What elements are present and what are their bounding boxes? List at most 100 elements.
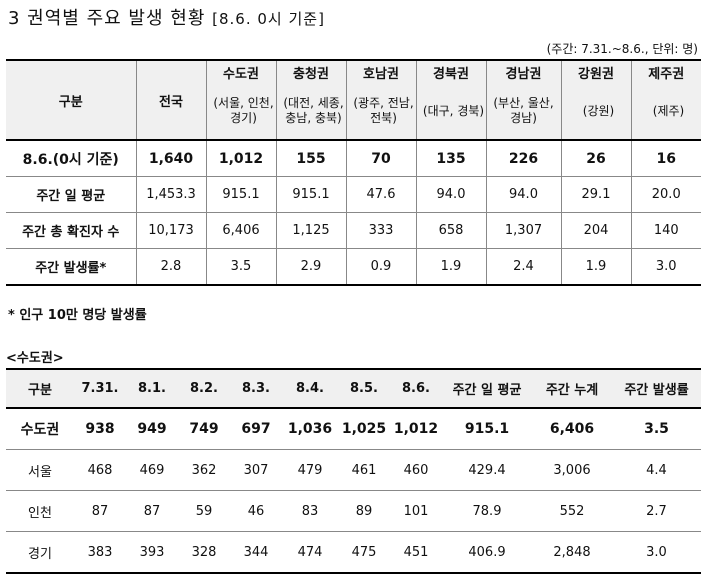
- cell: 78.9: [442, 490, 532, 532]
- cell: 89: [338, 490, 390, 532]
- cell: 140: [630, 212, 701, 249]
- row-label: 서울: [6, 449, 74, 491]
- cell: 362: [178, 449, 230, 491]
- t1-region-subheader: (강원): [560, 83, 631, 140]
- cell: 16: [630, 139, 701, 177]
- cell: 10,173: [135, 212, 206, 249]
- row-label: 주간 일 평균: [6, 176, 136, 213]
- t1-region-header: 호남권: [345, 60, 416, 83]
- cell: 552: [532, 490, 612, 532]
- row-label: 인천: [6, 490, 74, 532]
- cell: 3.5: [612, 407, 701, 450]
- cell: 344: [230, 531, 282, 573]
- cell: 226: [485, 139, 561, 177]
- cell: 2,848: [532, 531, 612, 573]
- t2-header: 8.4.: [282, 369, 338, 409]
- t1-region-subheader: (대구, 경북): [415, 83, 486, 140]
- cell: 1.9: [415, 248, 486, 285]
- t1-region-header: 제주권: [630, 60, 701, 83]
- t1-region-header: 수도권: [205, 60, 276, 83]
- cell: 429.4: [442, 449, 532, 491]
- cell: 2.4: [485, 248, 561, 285]
- cell: 479: [282, 449, 338, 491]
- cell: 915.1: [205, 176, 276, 213]
- title-sub: [8.6. 0시 기준]: [212, 10, 325, 28]
- cell: 87: [126, 490, 178, 532]
- table-row: 주간 발생률* 2.8 3.5 2.9 0.9 1.9 2.4 1.9 3.0: [6, 248, 701, 285]
- cell: 393: [126, 531, 178, 573]
- cell: 94.0: [415, 176, 486, 213]
- table-row: 경기 383 393 328 344 474 475 451 406.9 2,8…: [6, 531, 701, 573]
- cell: 1,453.3: [135, 176, 206, 213]
- cell: 204: [560, 212, 631, 249]
- t1-region-subheader: (광주, 전남, 전북): [345, 83, 416, 140]
- cell: 1,125: [275, 212, 346, 249]
- t1-region-subheader: (대전, 세종, 충남, 충북): [275, 83, 346, 140]
- cell: 1,025: [338, 407, 390, 450]
- row-label: 8.6.(0시 기준): [6, 139, 136, 177]
- row-label: 수도권: [6, 407, 74, 450]
- cell: 460: [390, 449, 442, 491]
- t2-header: 8.5.: [338, 369, 390, 409]
- cell: 1.9: [560, 248, 631, 285]
- region-summary-table: 구분 전국 수도권 충청권 호남권 경북권 경남권 강원권 제주권 (서울, 인…: [6, 59, 701, 286]
- cell: 46: [230, 490, 282, 532]
- cell: 307: [230, 449, 282, 491]
- row-label: 경기: [6, 531, 74, 573]
- t2-header: 8.3.: [230, 369, 282, 409]
- t1-region-subheader: (부산, 울산, 경남): [485, 83, 561, 140]
- cell: 333: [345, 212, 416, 249]
- cell: 461: [338, 449, 390, 491]
- t2-header: 8.2.: [178, 369, 230, 409]
- cell: 468: [74, 449, 126, 491]
- cell: 3,006: [532, 449, 612, 491]
- cell: 29.1: [560, 176, 631, 213]
- cell: 915.1: [442, 407, 532, 450]
- t2-header: 7.31.: [74, 369, 126, 409]
- cell: 3.0: [612, 531, 701, 573]
- table-row: 수도권 938 949 749 697 1,036 1,025 1,012 91…: [6, 407, 701, 450]
- t2-header: 주간 일 평균: [442, 369, 532, 409]
- row-label: 주간 발생률*: [6, 248, 136, 285]
- cell: 26: [560, 139, 631, 177]
- cell: 2.7: [612, 490, 701, 532]
- table-row: 주간 일 평균 1,453.3 915.1 915.1 47.6 94.0 94…: [6, 176, 701, 213]
- cell: 1,012: [390, 407, 442, 450]
- cell: 135: [415, 139, 486, 177]
- cell: 697: [230, 407, 282, 450]
- t2-header: 주간 누계: [532, 369, 612, 409]
- table-row: 인천 87 87 59 46 83 89 101 78.9 552 2.7: [6, 490, 701, 532]
- cell: 469: [126, 449, 178, 491]
- table-row: 8.6.(0시 기준) 1,640 1,012 155 70 135 226 2…: [6, 139, 701, 177]
- cell: 383: [74, 531, 126, 573]
- t2-header: 8.6.: [390, 369, 442, 409]
- t1-total-header: 전국: [135, 60, 206, 140]
- cell: 1,036: [282, 407, 338, 450]
- cell: 475: [338, 531, 390, 573]
- cell: 749: [178, 407, 230, 450]
- cell: 59: [178, 490, 230, 532]
- cell: 47.6: [345, 176, 416, 213]
- period-note: (주간: 7.31.~8.6., 단위: 명): [546, 42, 698, 56]
- cell: 1,640: [135, 139, 206, 177]
- t2-header: 주간 발생률: [612, 369, 701, 409]
- cell: 83: [282, 490, 338, 532]
- cell: 87: [74, 490, 126, 532]
- cell: 328: [178, 531, 230, 573]
- footnote: * 인구 10만 명당 발생률: [8, 308, 147, 323]
- t1-corner-header: 구분: [6, 60, 136, 140]
- cell: 658: [415, 212, 486, 249]
- t1-region-subheader: (제주): [630, 83, 701, 140]
- cell: 949: [126, 407, 178, 450]
- cell: 1,012: [205, 139, 276, 177]
- cell: 70: [345, 139, 416, 177]
- t1-region-header: 충청권: [275, 60, 346, 83]
- cell: 155: [275, 139, 346, 177]
- cell: 101: [390, 490, 442, 532]
- capital-region-table: 구분 7.31. 8.1. 8.2. 8.3. 8.4. 8.5. 8.6. 주…: [6, 368, 701, 574]
- cell: 938: [74, 407, 126, 450]
- cell: 2.8: [135, 248, 206, 285]
- cell: 451: [390, 531, 442, 573]
- table-row: 서울 468 469 362 307 479 461 460 429.4 3,0…: [6, 449, 701, 491]
- section-label: <수도권>: [6, 351, 64, 366]
